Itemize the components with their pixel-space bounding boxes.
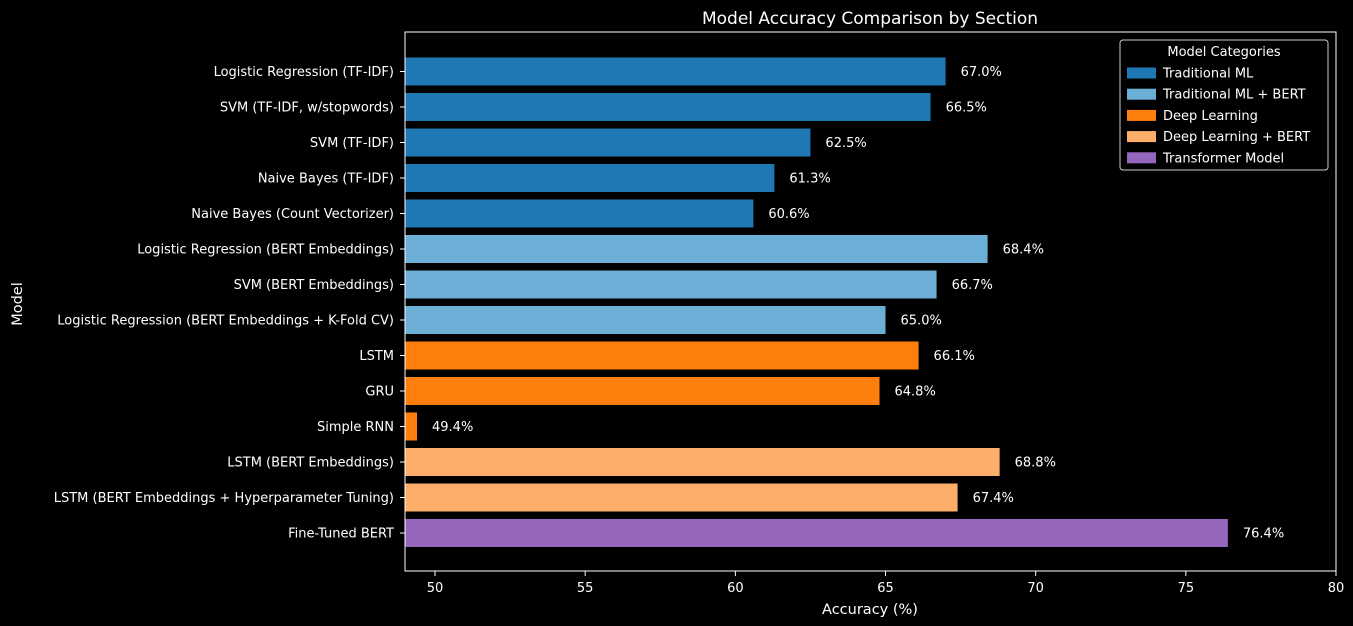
bar-value-label: 49.4% — [432, 420, 473, 435]
bar — [405, 164, 775, 192]
legend: Model Categories Traditional ML Traditiona… — [1119, 39, 1329, 171]
y-tick-label: SVM (TF-IDF, w/stopwords) — [220, 101, 394, 116]
bar-value-label: 67.0% — [961, 65, 1002, 80]
y-tick-label: Simple RNN — [317, 420, 394, 435]
y-tick-label: LSTM — [359, 349, 394, 364]
y-tick-label: SVM (BERT Embeddings) — [234, 278, 394, 293]
bar — [405, 93, 931, 121]
x-tick-label: 75 — [1178, 581, 1195, 596]
bar-value-label: 60.6% — [768, 207, 809, 222]
x-tick-label: 80 — [1328, 581, 1345, 596]
bar — [405, 412, 418, 441]
bar — [405, 199, 754, 228]
bar — [405, 270, 937, 299]
x-tick-label: 50 — [427, 581, 444, 596]
bar — [405, 128, 811, 157]
bar-value-label: 62.5% — [825, 136, 866, 151]
bar — [405, 306, 886, 334]
y-tick-label: Naive Bayes (Count Vectorizer) — [191, 207, 394, 222]
x-tick-label: 70 — [1027, 581, 1044, 596]
axes-layer: Logistic Regression (TF-IDF) SVM (TF-IDF,… — [54, 31, 1345, 596]
legend-entry-label: Traditional ML — [1162, 67, 1254, 82]
legend-box — [1119, 39, 1329, 171]
bar — [405, 483, 958, 512]
y-tick-label: Logistic Regression (BERT Embeddings) — [137, 243, 394, 258]
bar-value-label: 66.1% — [934, 349, 975, 364]
bar-value-label: 65.0% — [901, 314, 942, 329]
bar-value-label: 67.4% — [973, 491, 1014, 506]
legend-swatch — [1127, 67, 1156, 79]
bar-value-label: 76.4% — [1243, 527, 1284, 542]
legend-swatch — [1127, 88, 1156, 100]
bar-value-label: 64.8% — [895, 385, 936, 400]
plot-frame — [404, 31, 1337, 572]
legend-entry-label: Traditional ML + BERT — [1162, 88, 1306, 103]
bar — [405, 341, 919, 370]
y-tick-label: GRU — [365, 385, 394, 400]
legend-title: Model Categories — [1167, 45, 1280, 60]
y-tick-label: LSTM (BERT Embeddings + Hyperparameter T… — [54, 491, 394, 506]
bar-value-label: 66.5% — [946, 101, 987, 116]
y-tick-label: SVM (TF-IDF) — [310, 136, 394, 151]
legend-swatch — [1127, 152, 1156, 164]
bar — [405, 57, 946, 86]
bar — [405, 377, 880, 405]
legend-entry-label: Deep Learning + BERT — [1163, 130, 1310, 145]
chart-title: Model Accuracy Comparison by Section — [702, 9, 1038, 29]
x-tick-label: 55 — [577, 581, 594, 596]
x-tick-label: 65 — [877, 581, 894, 596]
legend-entry-label: Transformer Model — [1162, 151, 1284, 166]
y-tick-label: Logistic Regression (BERT Embeddings + K… — [57, 314, 394, 329]
bar-value-label: 68.4% — [1003, 243, 1044, 258]
bar-value-label: 61.3% — [789, 172, 830, 187]
y-tick-label: Fine-Tuned BERT — [288, 527, 394, 542]
bar — [405, 448, 1000, 476]
bar — [405, 519, 1228, 547]
bar — [405, 235, 988, 263]
x-tick-label: 60 — [727, 581, 744, 596]
bar-value-label: 66.7% — [952, 278, 993, 293]
bar-value-label: 68.8% — [1015, 456, 1056, 471]
y-tick-label: Naive Bayes (TF-IDF) — [258, 172, 394, 187]
y-axis-label: Model — [10, 282, 26, 326]
legend-swatch — [1127, 131, 1156, 143]
bars-layer: 67.0% 66.5% 62.5% 61.3% 60.6% 68.4% 66.7% 65.0%… — [405, 57, 1284, 547]
legend-entry-label: Deep Learning — [1163, 109, 1258, 124]
y-tick-label: LSTM (BERT Embeddings) — [227, 456, 394, 471]
legend-swatch — [1127, 109, 1156, 121]
x-axis-label: Accuracy (%) — [822, 602, 918, 618]
y-tick-label: Logistic Regression (TF-IDF) — [214, 65, 394, 80]
